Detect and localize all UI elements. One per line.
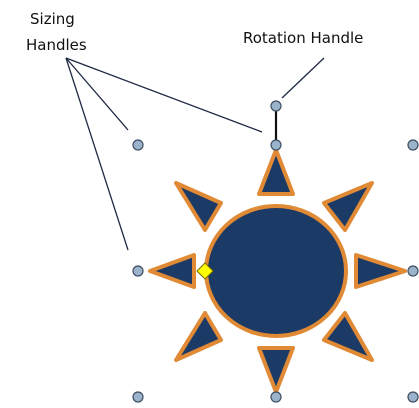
- sun-shape[interactable]: [148, 148, 407, 394]
- sizing-handle-bottom-left[interactable]: [132, 391, 144, 403]
- sun-ray-left: [148, 253, 196, 289]
- sizing-label-line1: Sizing: [30, 10, 75, 28]
- sizing-handle-middle-left[interactable]: [132, 265, 144, 277]
- sun-ray-top: [257, 148, 295, 196]
- sizing-handle-middle-right[interactable]: [407, 265, 419, 277]
- sun-ray-top-left: [174, 181, 223, 232]
- sizing-handle-top-right[interactable]: [407, 139, 419, 151]
- sun-ray-bottom-right: [322, 311, 374, 362]
- rotation-handle[interactable]: [270, 100, 282, 112]
- sizing-leader-line-3: [65, 57, 263, 133]
- sun-center-circle: [204, 204, 348, 338]
- sun-ray-right: [354, 253, 407, 289]
- adjustment-handle[interactable]: [196, 262, 214, 280]
- sizing-leader-line-2: [65, 57, 129, 251]
- rotation-leader-line: [281, 57, 325, 99]
- sun-ray-top-right: [322, 181, 374, 232]
- rotation-handle-label: Rotation Handle: [243, 29, 363, 47]
- sun-ray-bottom-left: [174, 311, 223, 362]
- sizing-handle-bottom-right[interactable]: [407, 391, 419, 403]
- sizing-leader-line-1: [65, 57, 129, 131]
- sizing-handle-top-left[interactable]: [132, 139, 144, 151]
- sizing-label-line2: Handles: [26, 36, 87, 54]
- sizing-handles: [132, 139, 419, 403]
- sizing-handle-bottom-center[interactable]: [270, 391, 282, 403]
- sun-ray-bottom: [257, 346, 295, 394]
- sizing-handle-top-center[interactable]: [270, 139, 282, 151]
- leader-lines: [65, 57, 325, 251]
